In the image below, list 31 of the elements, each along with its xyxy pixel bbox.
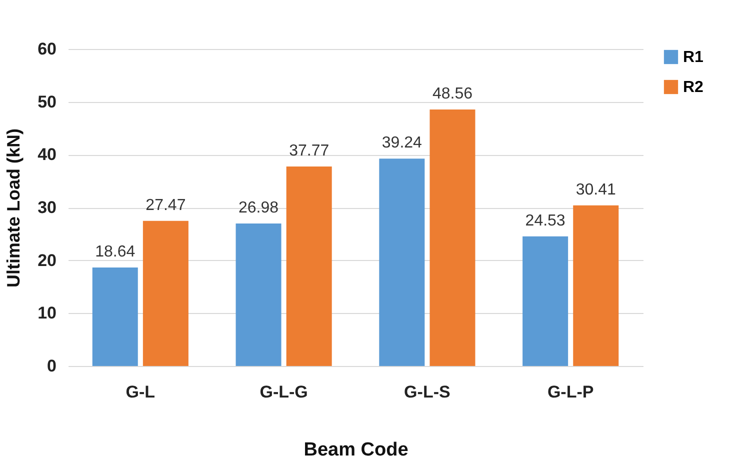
- bar: [92, 268, 138, 366]
- bar: [379, 158, 425, 366]
- bar: [142, 220, 188, 366]
- x-tick-label: G-L-P: [547, 382, 594, 402]
- x-tick-label: G-L-S: [404, 382, 450, 402]
- data-label: 30.41: [576, 181, 616, 198]
- y-tick-label: 50: [38, 92, 56, 112]
- bar: [286, 166, 332, 366]
- data-label: 48.56: [432, 85, 473, 102]
- y-tick-label: 10: [38, 304, 56, 323]
- data-label: 37.77: [289, 142, 330, 160]
- bar: [522, 236, 568, 366]
- data-label: 26.98: [238, 199, 279, 216]
- y-tick-label: 60: [38, 40, 56, 58]
- data-label: 39.24: [382, 134, 422, 152]
- y-tick-label: 0: [47, 356, 56, 376]
- x-axis-title: Beam Code: [304, 440, 408, 460]
- bar: [430, 109, 476, 366]
- x-tick-label: G-L-G: [260, 382, 308, 402]
- legend-label: R1: [683, 49, 704, 66]
- y-tick-label: 20: [38, 250, 56, 270]
- x-tick-label: G-L: [126, 382, 156, 402]
- data-label: 27.47: [146, 196, 186, 214]
- y-axis-title: Ultimate Load (kN): [4, 128, 24, 288]
- bar: [236, 223, 282, 366]
- y-tick-label: 30: [38, 198, 56, 217]
- data-label: 24.53: [525, 212, 566, 230]
- y-tick-label: 40: [38, 145, 56, 164]
- data-label: 18.64: [95, 244, 136, 261]
- legend-label: R2: [683, 79, 704, 96]
- bar: [573, 205, 619, 366]
